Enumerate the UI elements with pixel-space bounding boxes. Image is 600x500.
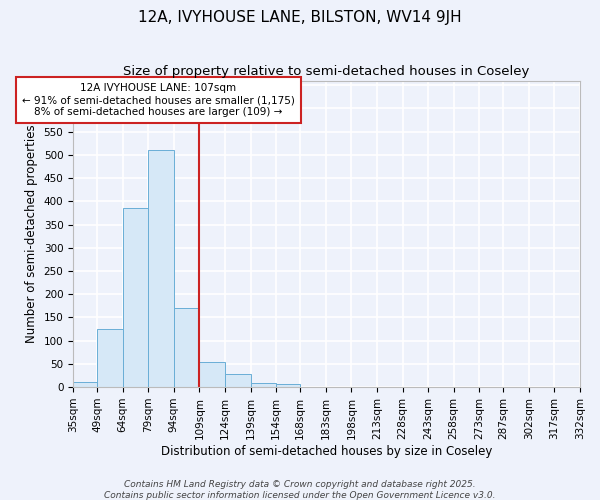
Text: 12A IVYHOUSE LANE: 107sqm
← 91% of semi-detached houses are smaller (1,175)
8% o: 12A IVYHOUSE LANE: 107sqm ← 91% of semi-… <box>22 84 295 116</box>
Bar <box>251 384 276 387</box>
Bar <box>199 362 225 387</box>
Text: 12A, IVYHOUSE LANE, BILSTON, WV14 9JH: 12A, IVYHOUSE LANE, BILSTON, WV14 9JH <box>138 10 462 25</box>
Text: Contains HM Land Registry data © Crown copyright and database right 2025.
Contai: Contains HM Land Registry data © Crown c… <box>104 480 496 500</box>
X-axis label: Distribution of semi-detached houses by size in Coseley: Distribution of semi-detached houses by … <box>161 444 492 458</box>
Bar <box>276 384 300 387</box>
Bar <box>97 329 122 387</box>
Bar <box>122 208 148 387</box>
Bar <box>225 374 251 387</box>
Bar <box>174 308 199 387</box>
Title: Size of property relative to semi-detached houses in Coseley: Size of property relative to semi-detach… <box>124 65 530 78</box>
Bar <box>148 150 174 387</box>
Bar <box>73 382 97 387</box>
Y-axis label: Number of semi-detached properties: Number of semi-detached properties <box>25 124 38 343</box>
